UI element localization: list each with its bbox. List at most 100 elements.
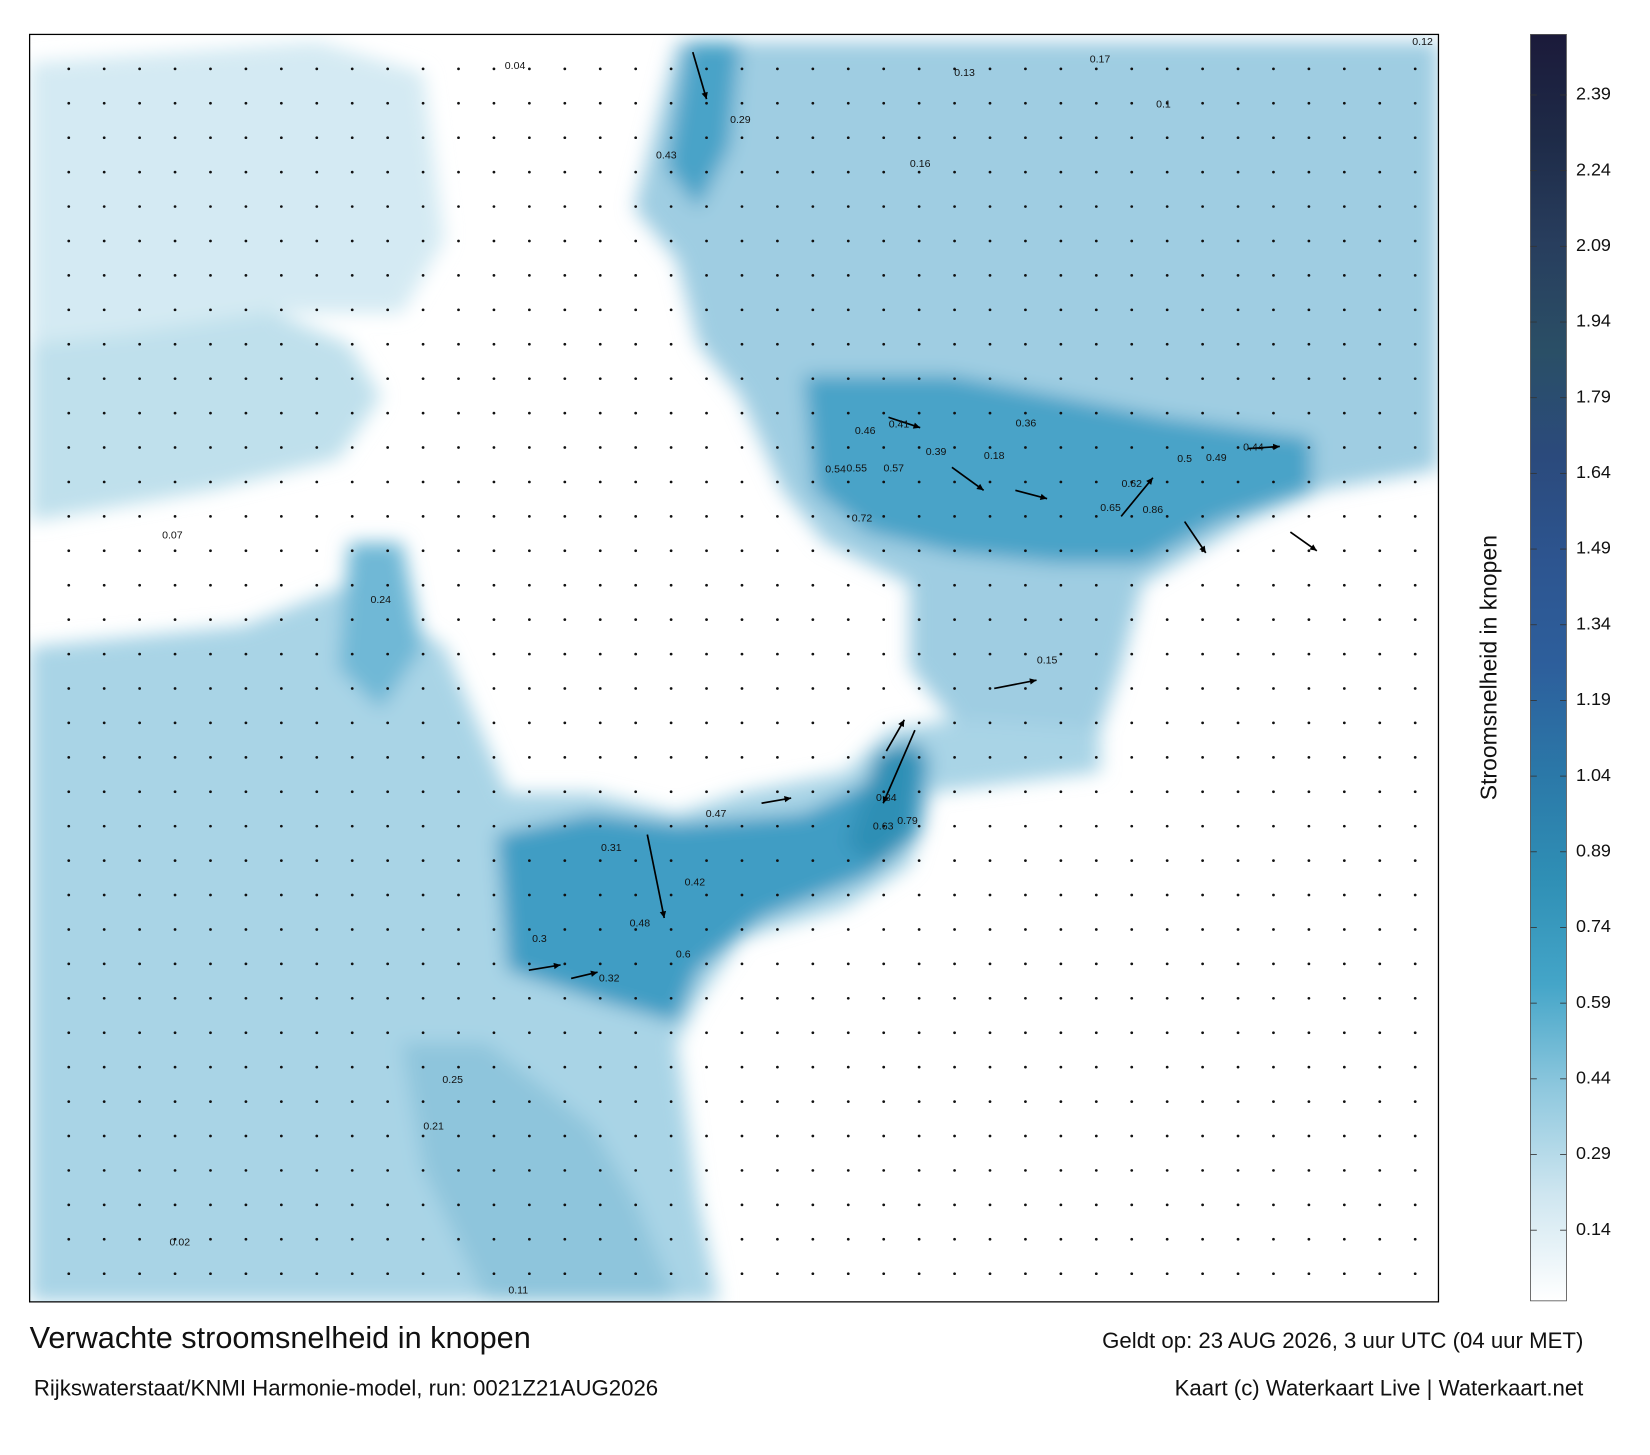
current-arrows [528, 51, 1318, 980]
grid-dot [598, 1237, 602, 1241]
speed-label: 0.25 [442, 1074, 463, 1086]
grid-dot [209, 755, 212, 759]
colorbar-tick-label: 0.59 [1576, 992, 1611, 1012]
colorbar-tick-label: 1.64 [1576, 462, 1611, 482]
grid-dot [1413, 928, 1417, 931]
grid-dot [244, 1169, 248, 1172]
grid-dot [138, 342, 141, 346]
grid-dot [563, 101, 567, 105]
grid-dot [705, 1203, 708, 1207]
grid-dot [1342, 136, 1346, 140]
grid-dot [846, 101, 850, 105]
grid-dot [1094, 446, 1098, 449]
grid-dot [1024, 928, 1027, 931]
grid-dot [421, 962, 425, 966]
grid-dot [634, 377, 638, 381]
grid-dot [173, 205, 177, 208]
grid-dot [953, 170, 956, 174]
colorbar-tick-label: 2.24 [1576, 159, 1611, 179]
grid-dot [1236, 1065, 1240, 1069]
grid-dot [1413, 1169, 1417, 1172]
grid-dot [1059, 549, 1063, 553]
grid-dot [811, 962, 815, 966]
grid-dot [457, 342, 460, 346]
grid-dot [1413, 1237, 1417, 1241]
grid-dot [173, 308, 177, 312]
grid-dot [315, 1031, 319, 1035]
grid-dot [1094, 1031, 1098, 1035]
grid-dot [1413, 1100, 1417, 1103]
grid-dot [1378, 515, 1382, 518]
grid-dot [811, 721, 815, 725]
grid-dot [1165, 928, 1169, 931]
grid-dot [1165, 101, 1169, 105]
grid-dot [1272, 67, 1275, 71]
grid-dot [1059, 1100, 1063, 1103]
grid-dot [102, 1272, 106, 1276]
grid-dot [1094, 411, 1098, 415]
grid-dot [634, 618, 638, 621]
grid-dot [669, 652, 673, 656]
grid-dot [1378, 721, 1382, 725]
grid-dot [1378, 1203, 1382, 1207]
grid-dot [1024, 274, 1027, 277]
grid-dot [634, 205, 638, 208]
grid-dot [1094, 239, 1098, 243]
grid-dot [1094, 1100, 1098, 1103]
grid-dot [1272, 377, 1275, 381]
grid-dot [917, 549, 921, 553]
arrow-head [882, 795, 889, 804]
grid-dot [386, 928, 390, 931]
grid-dot [209, 583, 212, 587]
grid-dot [1201, 377, 1204, 381]
grid-dot [244, 1065, 248, 1069]
grid-dot [634, 239, 638, 243]
grid-dot [634, 549, 638, 553]
colorbar-tick-label: 1.79 [1576, 386, 1611, 406]
grid-dot [634, 342, 638, 346]
grid-dot [988, 721, 992, 725]
grid-dot [386, 411, 390, 415]
grid-dot [492, 446, 496, 449]
grid-dot [1059, 824, 1063, 828]
grid-dot [1272, 1237, 1275, 1241]
grid-dot [811, 136, 815, 140]
grid-dot [1130, 755, 1134, 759]
grid-dot [421, 515, 425, 518]
speed-label: 0.29 [730, 114, 751, 126]
grid-dot [988, 1169, 992, 1172]
grid-dot [138, 583, 141, 587]
grid-dot [528, 859, 531, 862]
grid-dot [563, 1237, 567, 1241]
grid-dot [138, 755, 141, 759]
grid-dot [173, 928, 177, 931]
grid-dot [67, 1272, 71, 1276]
grid-dot [492, 687, 496, 690]
grid-dot [67, 618, 71, 621]
grid-dot [421, 652, 425, 656]
arrow [646, 834, 666, 919]
grid-dot [846, 755, 850, 759]
grid-dot [457, 652, 460, 656]
grid-dot [350, 859, 354, 862]
grid-dot [953, 583, 956, 587]
grid-dot [386, 1100, 390, 1103]
grid-dot [279, 205, 283, 208]
grid-dot [386, 101, 390, 105]
grid-dot [67, 446, 71, 449]
grid-dot [953, 549, 956, 553]
grid-dot [102, 1203, 106, 1207]
grid-dot [1201, 308, 1204, 312]
grid-dot [1378, 824, 1382, 828]
grid-dot [421, 170, 425, 174]
grid-dot [279, 1272, 283, 1276]
grid-dot [173, 480, 177, 484]
grid-dot [279, 1100, 283, 1103]
grid-dot [457, 549, 460, 553]
grid-dot [350, 1100, 354, 1103]
grid-dot [705, 1031, 708, 1035]
grid-dot [350, 136, 354, 140]
grid-dot [528, 1203, 531, 1207]
grid-dot [67, 1203, 71, 1207]
